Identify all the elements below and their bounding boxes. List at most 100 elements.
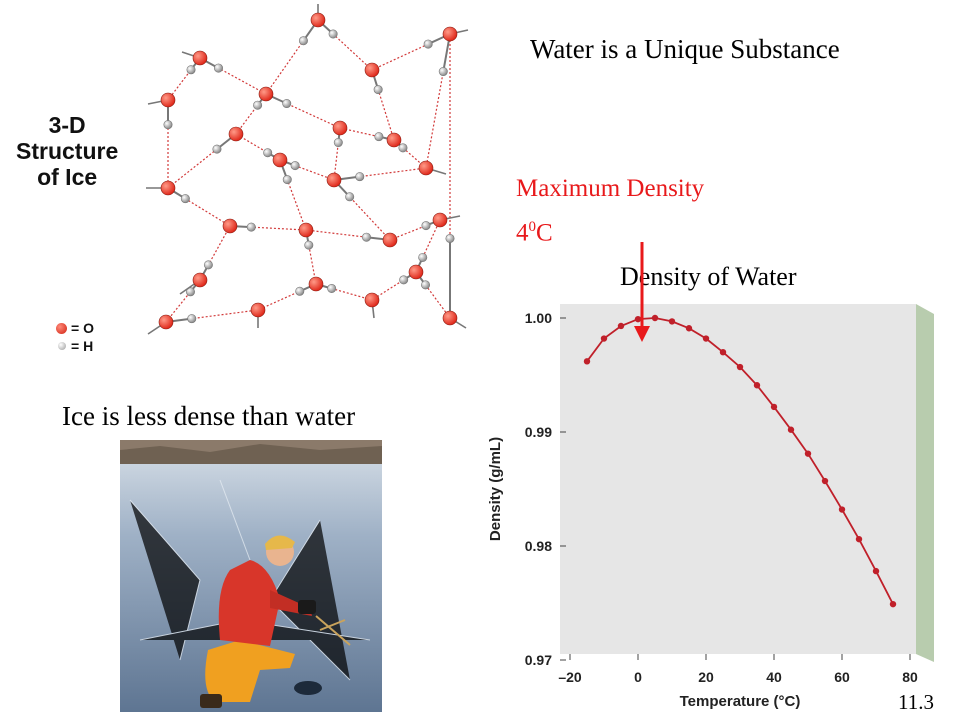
- hydrogen-atom: [445, 233, 455, 243]
- axis-ticks: 0.97 0.98 0.99 1.00 –20 0 20 40 60 80: [525, 310, 918, 685]
- hydrogen-atom: [345, 192, 355, 202]
- oxygen-atom: [326, 172, 342, 188]
- hydrogen-atom: [361, 232, 371, 242]
- data-point: [787, 426, 795, 433]
- oxygen-atom: [332, 120, 348, 136]
- density-chart: 0.97 0.98 0.99 1.00 –20 0 20 40 60 80 Temperature …: [487, 304, 934, 710]
- ice-caption: Ice is less dense than water: [62, 401, 356, 431]
- data-point: [753, 382, 761, 389]
- data-point: [838, 506, 846, 513]
- oxygen-atom: [298, 222, 314, 238]
- hydrogen-atom: [282, 175, 292, 185]
- hydrogen-atom: [328, 29, 338, 39]
- hydrogen-atom: [290, 161, 300, 171]
- data-point: [617, 322, 625, 330]
- data-point: [821, 477, 829, 485]
- data-point: [736, 363, 744, 371]
- x-tick-label: 40: [766, 669, 782, 685]
- data-point: [583, 358, 591, 365]
- x-axis-label: Temperature (°C): [680, 693, 801, 710]
- oxygen-atom: [192, 272, 208, 288]
- max-density-value: 40C: [516, 219, 553, 247]
- hydrogen-atom: [187, 314, 197, 324]
- hydrogen-atom: [421, 221, 431, 231]
- hydrogen-atom: [213, 63, 223, 73]
- oxygen-atom: [386, 132, 402, 148]
- max-density-label: Maximum Density: [516, 175, 705, 202]
- oxygen-atom: [250, 302, 266, 318]
- hydrogen-atom: [373, 85, 383, 95]
- plot-panel: [560, 304, 916, 654]
- hydrogen-atom: [421, 280, 431, 290]
- chart-title: Density of Water: [620, 262, 797, 291]
- hydrogen-atom: [246, 222, 256, 232]
- y-tick-label: 1.00: [525, 310, 552, 326]
- oxygen-atom: [442, 26, 458, 42]
- oxygen-atom: [160, 92, 176, 108]
- legend-hydrogen-label: = H: [71, 338, 94, 354]
- x-tick-label: 20: [698, 669, 714, 685]
- hydrogen-atom-icon: [58, 342, 66, 350]
- oxygen-atom: [228, 126, 244, 142]
- oxygen-atom: [272, 152, 288, 168]
- data-point: [855, 535, 863, 543]
- hydrogen-atom: [333, 138, 343, 148]
- data-point: [634, 315, 642, 323]
- data-point: [872, 567, 880, 575]
- data-point: [685, 325, 693, 332]
- ice-structure-label: 3-D Structure of Ice: [16, 112, 118, 190]
- hydrogen-atom: [180, 194, 190, 204]
- data-point: [804, 450, 812, 457]
- ice-lattice-illustration: [146, 4, 469, 335]
- data-point: [770, 403, 778, 411]
- hydrogen-atom: [163, 120, 173, 130]
- oxygen-atom: [382, 232, 398, 248]
- slide-title: Water is a Unique Substance: [530, 34, 840, 64]
- oxygen-atom: [442, 310, 458, 326]
- x-tick-label: 80: [902, 669, 918, 685]
- oxygen-atom: [310, 12, 326, 28]
- data-point: [651, 314, 659, 322]
- oxygen-atom: [158, 314, 174, 330]
- hydrogen-atom: [186, 65, 196, 75]
- hydrogen-atom: [253, 100, 263, 110]
- x-tick-label: 60: [834, 669, 850, 685]
- hydrogen-atom: [355, 172, 365, 182]
- oxygen-atom: [364, 292, 380, 308]
- ice-label-line1: 3-D: [48, 112, 86, 138]
- hydrogen-atom: [212, 144, 222, 154]
- oxygen-atom: [222, 218, 238, 234]
- hydrogen-atom: [304, 240, 314, 250]
- hydrogen-atom: [298, 36, 308, 46]
- oxygen-atom: [418, 160, 434, 176]
- max-density-annotation: Maximum Density 40C: [516, 170, 704, 252]
- y-tick-label: 0.99: [525, 424, 552, 440]
- data-point: [702, 335, 710, 342]
- oxygen-atom: [258, 86, 274, 102]
- ice-legend: = O = H: [56, 319, 94, 355]
- hydrogen-bonds: [163, 19, 455, 324]
- oxygen-atom: [408, 264, 424, 280]
- hydrogen-atom: [203, 260, 213, 270]
- oxygen-atom: [160, 180, 176, 196]
- hydrogen-atom: [398, 143, 408, 153]
- hydrogen-atom: [423, 39, 433, 49]
- hydrogen-atom: [418, 252, 428, 262]
- hydrogen-atom: [438, 67, 448, 77]
- data-point: [668, 318, 676, 325]
- hydrogen-atom: [295, 286, 305, 296]
- legend-hydrogen: = H: [56, 337, 94, 355]
- x-tick-label: –20: [558, 669, 582, 685]
- data-point: [719, 349, 727, 356]
- x-tick-label: 0: [634, 669, 642, 685]
- legend-oxygen: = O: [56, 319, 94, 337]
- hydrogen-atom: [327, 283, 337, 293]
- ice-label-line3: of Ice: [37, 164, 98, 190]
- oxygen-atoms: [158, 12, 458, 330]
- data-point: [889, 600, 897, 608]
- oxygen-atom: [364, 62, 380, 78]
- oxygen-atom: [308, 276, 324, 292]
- ice-label-line2: Structure: [16, 138, 119, 164]
- oxygen-atom-icon: [56, 322, 67, 334]
- oxygen-atom: [432, 212, 448, 228]
